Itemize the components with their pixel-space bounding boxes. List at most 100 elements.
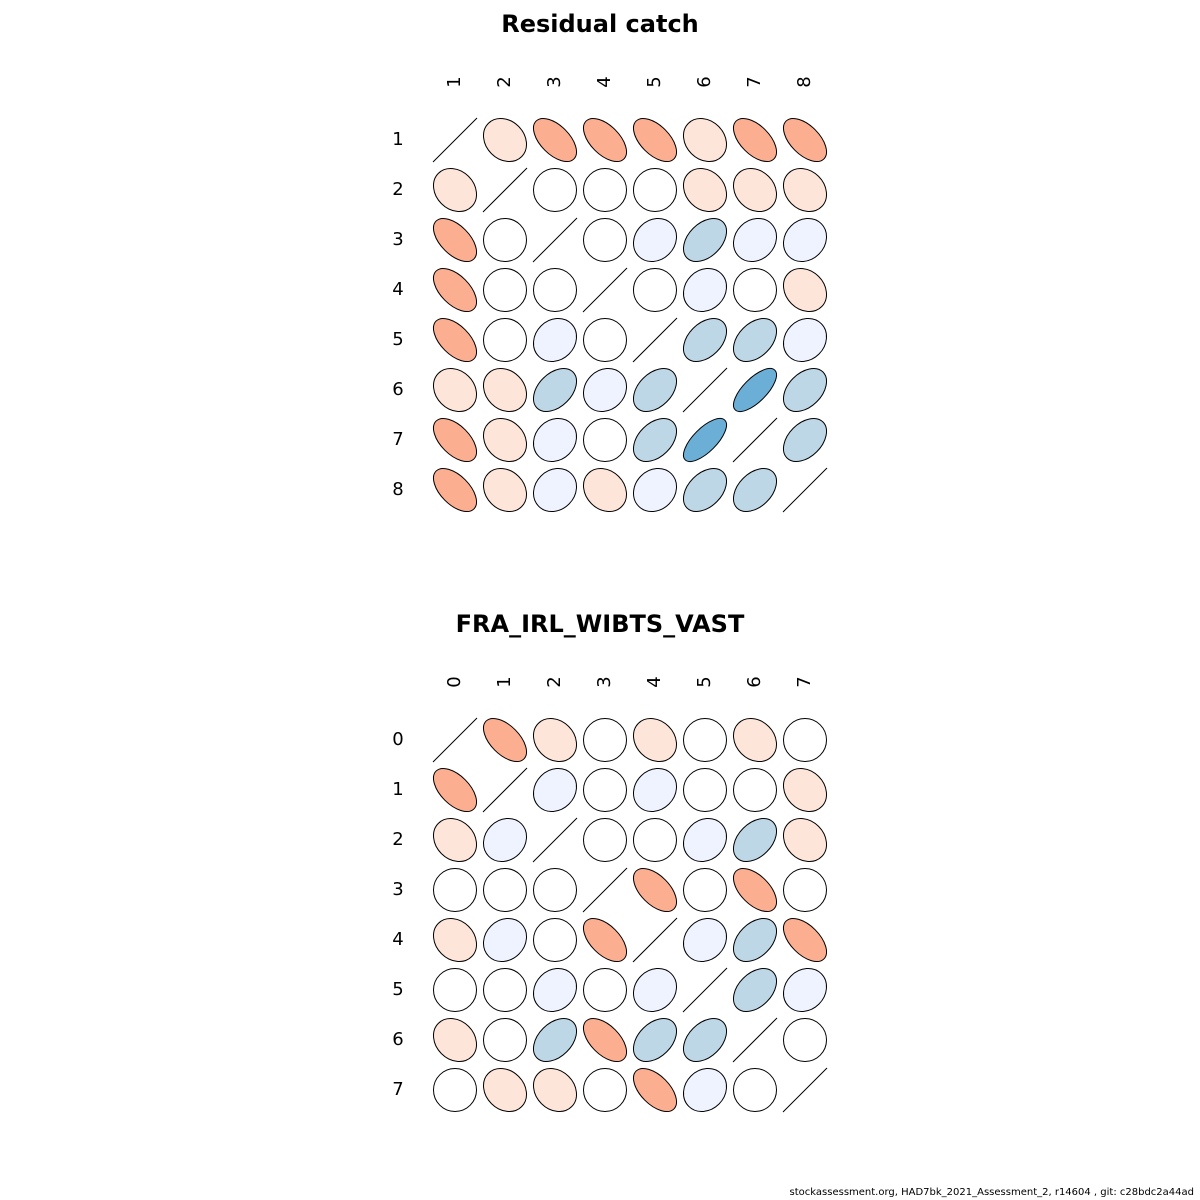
correlation-ellipse xyxy=(632,868,677,913)
column-label: 4 xyxy=(644,676,665,687)
diagonal-line xyxy=(482,167,528,213)
column-label: 1 xyxy=(444,76,465,87)
correlation-ellipse xyxy=(532,718,577,763)
correlation-ellipse xyxy=(483,968,527,1012)
correlation-panel-1: Residual catch 1 1 2 2 3 3 4 4 5 5 6 6 7 7 8 8 xyxy=(392,10,828,513)
column-label: 1 xyxy=(494,676,515,687)
correlation-ellipse xyxy=(632,718,677,763)
correlation-ellipse xyxy=(533,918,577,962)
diagonal-line xyxy=(482,767,528,813)
diagonal-line xyxy=(632,317,678,363)
correlation-ellipse xyxy=(533,767,578,812)
correlation-ellipse xyxy=(533,967,578,1012)
correlation-ellipse xyxy=(683,718,727,762)
correlation-ellipse xyxy=(583,718,627,762)
correlation-ellipse xyxy=(682,317,727,362)
correlation-ellipse xyxy=(783,317,828,362)
diagonal-line xyxy=(582,867,628,913)
correlation-ellipse xyxy=(683,1067,728,1112)
column-label: 2 xyxy=(494,76,515,87)
diagonal-line xyxy=(432,717,478,763)
correlation-ellipse xyxy=(783,1018,827,1062)
correlation-ellipse xyxy=(633,1018,678,1063)
row-label: 7 xyxy=(392,429,403,450)
correlation-ellipse xyxy=(432,768,477,813)
row-label: 7 xyxy=(392,1079,403,1100)
column-label: 5 xyxy=(694,676,715,687)
correlation-ellipse xyxy=(582,1018,627,1063)
diagonal-line xyxy=(682,967,728,1013)
correlation-ellipse xyxy=(683,1018,728,1063)
row-label: 0 xyxy=(392,729,403,750)
correlation-ellipse xyxy=(583,968,627,1012)
chart-title: Residual catch xyxy=(501,10,699,38)
column-label: 2 xyxy=(544,676,565,687)
column-label: 3 xyxy=(594,676,615,687)
correlation-ellipse xyxy=(583,418,627,462)
row-label: 1 xyxy=(392,129,403,150)
correlation-ellipse xyxy=(633,967,678,1012)
correlation-ellipse xyxy=(583,367,628,412)
correlation-ellipse xyxy=(732,317,777,362)
correlation-ellipse xyxy=(783,718,827,762)
diagonal-line xyxy=(532,817,578,863)
diagonal-line xyxy=(632,917,678,963)
correlation-ellipse xyxy=(782,417,827,462)
correlation-ellipse xyxy=(733,918,778,963)
correlation-ellipse xyxy=(733,768,777,812)
row-label: 5 xyxy=(392,979,403,1000)
correlation-ellipse xyxy=(483,367,528,412)
correlation-ellipse xyxy=(732,718,777,763)
diagonal-line xyxy=(732,417,778,463)
row-label: 1 xyxy=(392,779,403,800)
correlation-ellipse xyxy=(583,168,627,212)
correlation-ellipse xyxy=(783,217,828,262)
correlation-ellipse xyxy=(483,1018,527,1062)
correlation-ellipse xyxy=(483,467,528,512)
correlation-ellipse xyxy=(483,1067,528,1112)
column-label: 8 xyxy=(794,76,815,87)
diagonal-line xyxy=(432,117,478,163)
row-label: 8 xyxy=(392,479,403,500)
row-label: 2 xyxy=(392,179,403,200)
correlation-ellipse xyxy=(682,418,727,463)
chart-title: FRA_IRL_WIBTS_VAST xyxy=(456,610,745,638)
correlation-ellipse xyxy=(632,367,677,412)
diagonal-line xyxy=(732,1017,778,1063)
correlation-ellipse xyxy=(433,418,478,463)
diagonal-line xyxy=(682,367,728,413)
correlation-ellipse xyxy=(733,818,778,863)
correlation-ellipse xyxy=(783,168,828,213)
row-label: 6 xyxy=(392,379,403,400)
correlation-ellipse xyxy=(433,218,478,263)
correlation-ellipse xyxy=(733,118,778,163)
correlation-ellipse xyxy=(482,918,527,962)
correlation-ellipse xyxy=(582,918,627,963)
correlation-ellipse xyxy=(432,1018,477,1063)
correlation-ellipse xyxy=(482,818,527,862)
row-label: 4 xyxy=(392,279,403,300)
correlation-ellipse xyxy=(533,317,578,362)
column-label: 6 xyxy=(744,676,765,687)
correlation-ellipse xyxy=(533,118,578,163)
column-label: 6 xyxy=(694,76,715,87)
correlation-ellipse xyxy=(433,367,478,412)
correlation-ellipse xyxy=(483,218,527,262)
row-label: 3 xyxy=(392,879,403,900)
correlation-ellipse xyxy=(783,868,827,912)
diagonal-line xyxy=(782,467,828,513)
correlation-ellipse xyxy=(483,417,528,462)
row-label: 3 xyxy=(392,229,403,250)
correlation-ellipse xyxy=(583,467,628,512)
correlation-ellipse xyxy=(683,917,728,962)
correlation-ellipse xyxy=(533,168,577,212)
correlation-ellipse xyxy=(483,268,527,312)
correlation-ellipse xyxy=(733,1068,777,1112)
correlation-ellipse xyxy=(433,1068,478,1112)
correlation-ellipse xyxy=(432,918,477,963)
correlation-ellipse xyxy=(633,168,677,212)
correlation-ellipse xyxy=(683,768,727,812)
correlation-ellipse xyxy=(533,467,578,512)
correlation-ellipse xyxy=(683,868,727,912)
correlation-ellipse xyxy=(732,868,777,913)
